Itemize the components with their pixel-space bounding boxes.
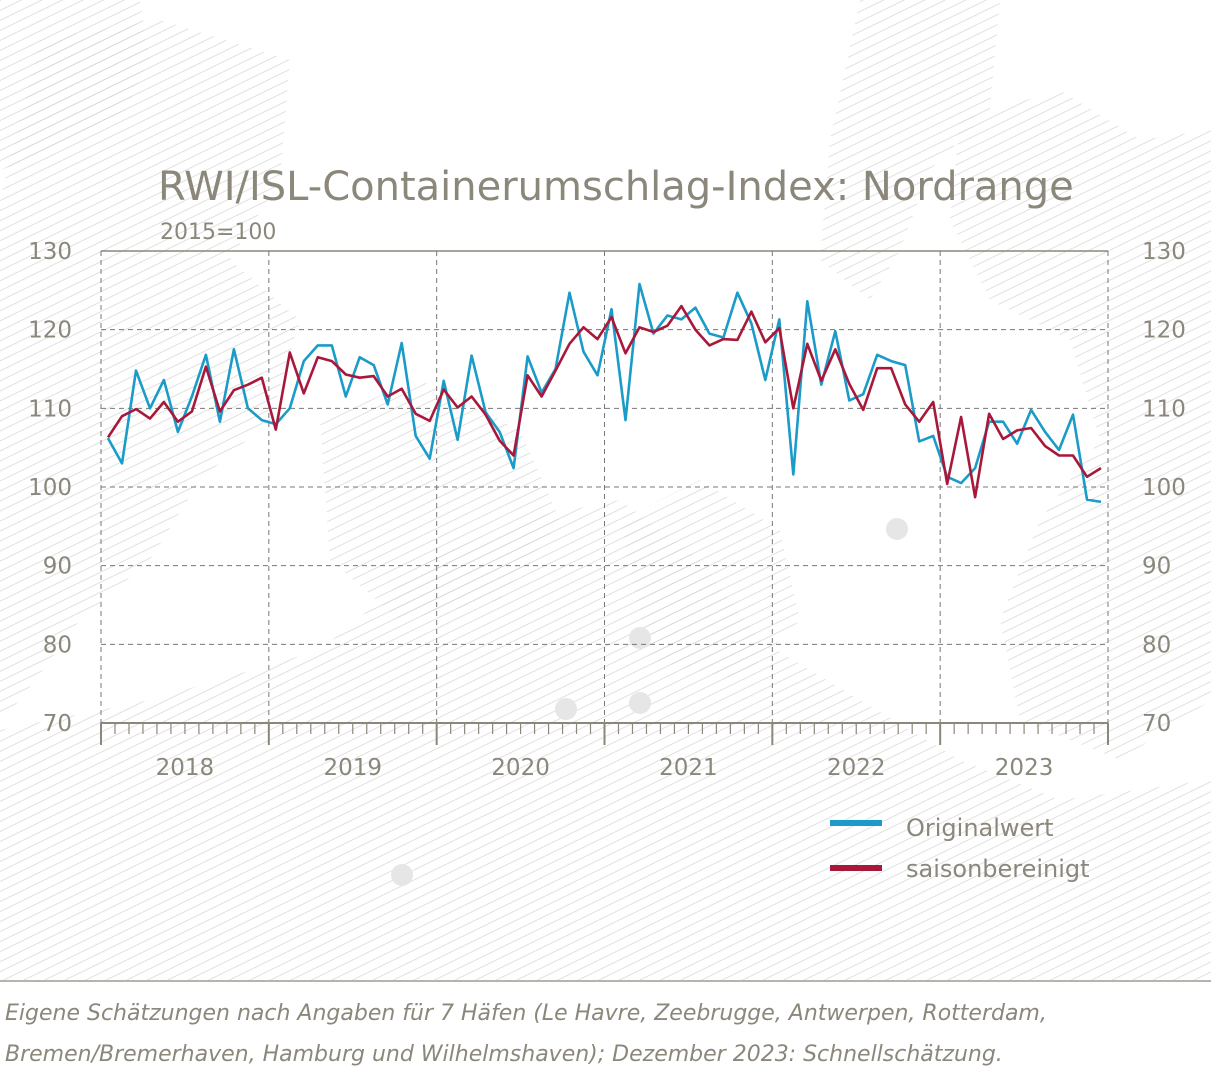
x-tick-label: 2023: [995, 755, 1054, 781]
y-tick-label-left: 100: [28, 475, 72, 501]
chart-title: RWI/ISL-Containerumschlag-Index: Nordran…: [158, 164, 1074, 210]
series-line-saisonbereinigt: [106, 304, 1102, 499]
x-tick-label: 2019: [323, 755, 382, 781]
x-axis: 2018 2019 2020 2021 2022 2023: [100, 722, 1109, 781]
legend: Originalwert saisonbereinigt: [830, 814, 1090, 883]
x-tick-label: 2022: [827, 755, 886, 781]
x-tick-label: 2018: [156, 755, 215, 781]
y-tick-label-right: 90: [1142, 554, 1171, 580]
x-tick-label: 2020: [491, 755, 550, 781]
footnote-line-1: Eigene Schätzungen nach Angaben für 7 Hä…: [5, 1001, 1047, 1026]
legend-label-saisonbereinigt: saisonbereinigt: [906, 855, 1090, 883]
chart-subtitle: 2015=100: [160, 220, 276, 245]
y-tick-label-left: 70: [43, 711, 72, 737]
y-tick-label-right: 130: [1142, 239, 1186, 265]
y-tick-label-left: 130: [28, 239, 72, 265]
y-tick-label-right: 100: [1142, 475, 1186, 501]
y-tick-label-left: 120: [28, 318, 72, 344]
x-tick-label: 2021: [659, 755, 718, 781]
y-tick-label-left: 90: [43, 554, 72, 580]
y-tick-label-right: 80: [1142, 632, 1171, 658]
y-axis-right: 70 80 90 100 110 120 130: [1142, 239, 1186, 737]
series-layer: [106, 282, 1102, 504]
legend-label-originalwert: Originalwert: [906, 814, 1054, 842]
background-map: [0, 0, 1211, 980]
y-tick-label-right: 110: [1142, 396, 1186, 422]
y-tick-label-right: 120: [1142, 318, 1186, 344]
grid: [100, 250, 1109, 723]
y-tick-label-right: 70: [1142, 711, 1171, 737]
y-axis-left: 70 80 90 100 110 120 130: [28, 239, 72, 737]
footnote-line-2: Bremen/Bremerhaven, Hamburg und Wilhelms…: [5, 1042, 1003, 1067]
y-tick-label-left: 110: [28, 396, 72, 422]
y-tick-label-left: 80: [43, 632, 72, 658]
